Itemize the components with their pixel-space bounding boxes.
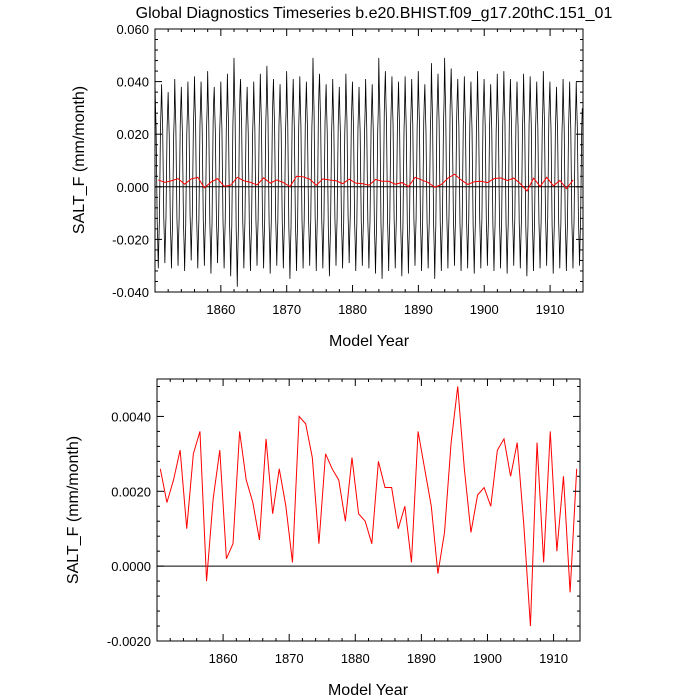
top-panel: 1860 1870 1880 1890 1900 1910 -0.040 -0.020 0.00… xyxy=(71,22,584,350)
top-x-tick-label: 1900 xyxy=(470,302,499,317)
bottom-x-tick-label: 1860 xyxy=(209,651,238,666)
bottom-y-axis-label: SALT_F (mm/month) xyxy=(65,436,82,584)
top-series-annual-line xyxy=(158,173,574,192)
bottom-series-annual-line xyxy=(159,386,578,627)
bottom-x-tick-label: 1880 xyxy=(341,651,370,666)
bottom-x-tick-label: 1870 xyxy=(275,651,304,666)
bottom-axes-layer: 1860 1870 1880 1890 1900 1910 -0.0020 0.0000 0.0… xyxy=(107,379,581,666)
top-y-tick-label: -0.040 xyxy=(112,285,149,300)
bottom-x-axis-label: Model Year xyxy=(328,682,409,699)
bottom-y-tick-label: -0.0020 xyxy=(107,634,151,649)
bottom-series-layer xyxy=(157,386,580,627)
top-series-layer xyxy=(154,57,583,287)
bottom-plot-frame xyxy=(156,378,581,642)
top-y-tick-label: 0.060 xyxy=(116,22,149,37)
top-y-tick-label: 0.040 xyxy=(116,75,149,90)
bottom-x-tick-label: 1890 xyxy=(407,651,436,666)
top-y-tick-label: 0.000 xyxy=(116,180,149,195)
bottom-x-tick-label: 1900 xyxy=(473,651,502,666)
top-y-axis-label: SALT_F (mm/month) xyxy=(71,86,88,234)
top-y-tick-label: 0.020 xyxy=(116,127,149,142)
bottom-x-tick-label: 1910 xyxy=(539,651,568,666)
bottom-y-tick-label: 0.0040 xyxy=(111,409,151,424)
top-x-tick-label: 1890 xyxy=(404,302,433,317)
top-y-tick-label: -0.020 xyxy=(112,232,149,247)
top-x-axis-label: Model Year xyxy=(329,333,410,350)
top-x-tick-label: 1860 xyxy=(206,302,235,317)
bottom-panel: 1860 1870 1880 1890 1900 1910 -0.0020 0.0000 0.0… xyxy=(65,378,581,699)
top-x-tick-label: 1870 xyxy=(272,302,301,317)
top-series-monthly-line xyxy=(154,57,583,287)
top-x-tick-label: 1880 xyxy=(338,302,367,317)
chart-title: Global Diagnostics Timeseries b.e20.BHIS… xyxy=(136,5,613,22)
top-plot-frame xyxy=(154,28,584,293)
bottom-y-tick-label: 0.0020 xyxy=(111,484,151,499)
top-x-tick-label: 1910 xyxy=(536,302,565,317)
bottom-y-tick-label: 0.0000 xyxy=(111,559,151,574)
top-axes-layer: 1860 1870 1880 1890 1900 1910 -0.040 -0.020 0.00… xyxy=(112,22,583,317)
